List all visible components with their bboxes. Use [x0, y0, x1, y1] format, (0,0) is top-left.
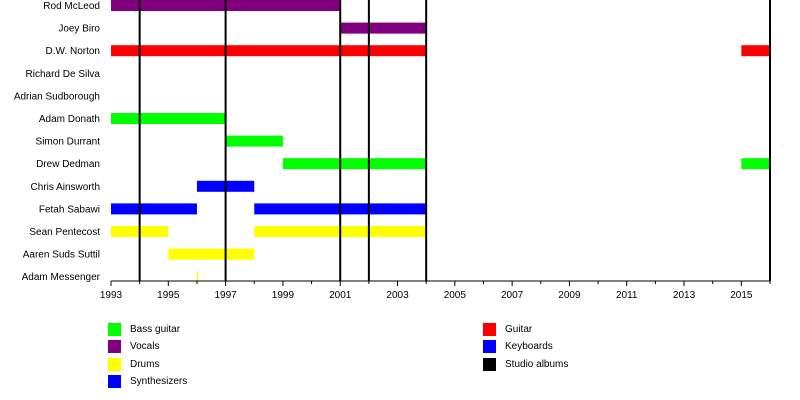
legend-label: Drums — [130, 358, 160, 370]
legend-label: Keyboards — [505, 341, 553, 352]
member-bars — [111, 0, 770, 283]
legend-swatch — [483, 340, 496, 353]
x-tick-label: 1993 — [100, 290, 123, 301]
member-bar — [111, 45, 427, 57]
x-tick-label: 2007 — [501, 290, 524, 301]
legend-swatch — [108, 375, 121, 388]
member-label: Sean Pentecost — [29, 227, 100, 238]
x-tick-label: 2009 — [558, 290, 581, 301]
member-bar — [741, 158, 770, 170]
x-tick-label: 1997 — [214, 290, 237, 301]
x-tick-label: 2003 — [386, 290, 409, 301]
x-tick-label: 2013 — [673, 290, 696, 301]
member-label: Simon Durrant — [36, 137, 101, 148]
legend-item: Vocals — [108, 339, 159, 355]
x-tick-label: 1999 — [272, 290, 295, 301]
band-timeline-chart: 1993 1995 1997 1999 2001 2003 2005 2007 2009 2011… — [14, 0, 771, 301]
member-label: Chris Ainsworth — [31, 182, 100, 193]
member-bar — [225, 135, 283, 147]
legend-label: Studio albums — [505, 358, 569, 370]
member-bar — [196, 271, 199, 283]
x-tick-label: 2005 — [444, 290, 467, 301]
member-label: Adam Messenger — [22, 272, 101, 283]
legend-label: Guitar — [505, 323, 533, 335]
x-axis: 1993 1995 1997 1999 2001 2003 2005 2007 2009 2011… — [100, 280, 771, 301]
legend-swatch — [483, 357, 496, 371]
legend-item: Synthesizers — [108, 374, 187, 390]
legend-item: Drums — [108, 356, 159, 372]
legend-label: Synthesizers — [130, 376, 188, 387]
legend-item: Keyboards — [483, 339, 553, 355]
member-bar — [282, 158, 427, 170]
member-bar — [111, 203, 197, 215]
legend-swatch — [108, 357, 121, 371]
member-labels: Rod McLeod Joey Biro D.W. Norton Richard De… — [14, 1, 101, 283]
studio-album-lines — [138, 0, 771, 281]
legend-item: Bass guitar — [108, 321, 180, 337]
legend-label: Bass guitar — [130, 323, 181, 335]
x-tick-label: 2011 — [616, 290, 638, 301]
member-label: Aaren Suds Suttil — [23, 250, 100, 261]
legend-item: Guitar — [483, 321, 532, 337]
legend-label: Vocals — [130, 341, 160, 352]
member-bar — [168, 248, 255, 260]
x-tick-label: 2015 — [730, 290, 753, 301]
legend-item: Studio albums — [483, 356, 568, 372]
legend-swatch — [108, 340, 121, 353]
legend: Bass guitar Vocals Drums Synthesizers Guitar… — [108, 321, 608, 391]
member-label: Joey Biro — [58, 24, 100, 35]
member-label: Richard De Silva — [26, 69, 101, 80]
x-tick-label: 1995 — [157, 290, 180, 301]
member-label: Drew Dedman — [36, 159, 100, 170]
legend-swatch — [483, 322, 496, 336]
member-label: Adrian Sudborough — [14, 91, 100, 102]
member-label: Rod McLeod — [43, 1, 100, 12]
member-label: Adam Donath — [39, 114, 100, 125]
member-label: D.W. Norton — [46, 46, 100, 57]
legend-swatch — [108, 322, 121, 336]
x-tick-label: 2001 — [329, 290, 352, 301]
member-bar — [111, 113, 226, 124]
member-bar — [340, 22, 427, 34]
member-label: Fetah Sabawi — [39, 204, 100, 215]
member-bar — [741, 45, 770, 57]
